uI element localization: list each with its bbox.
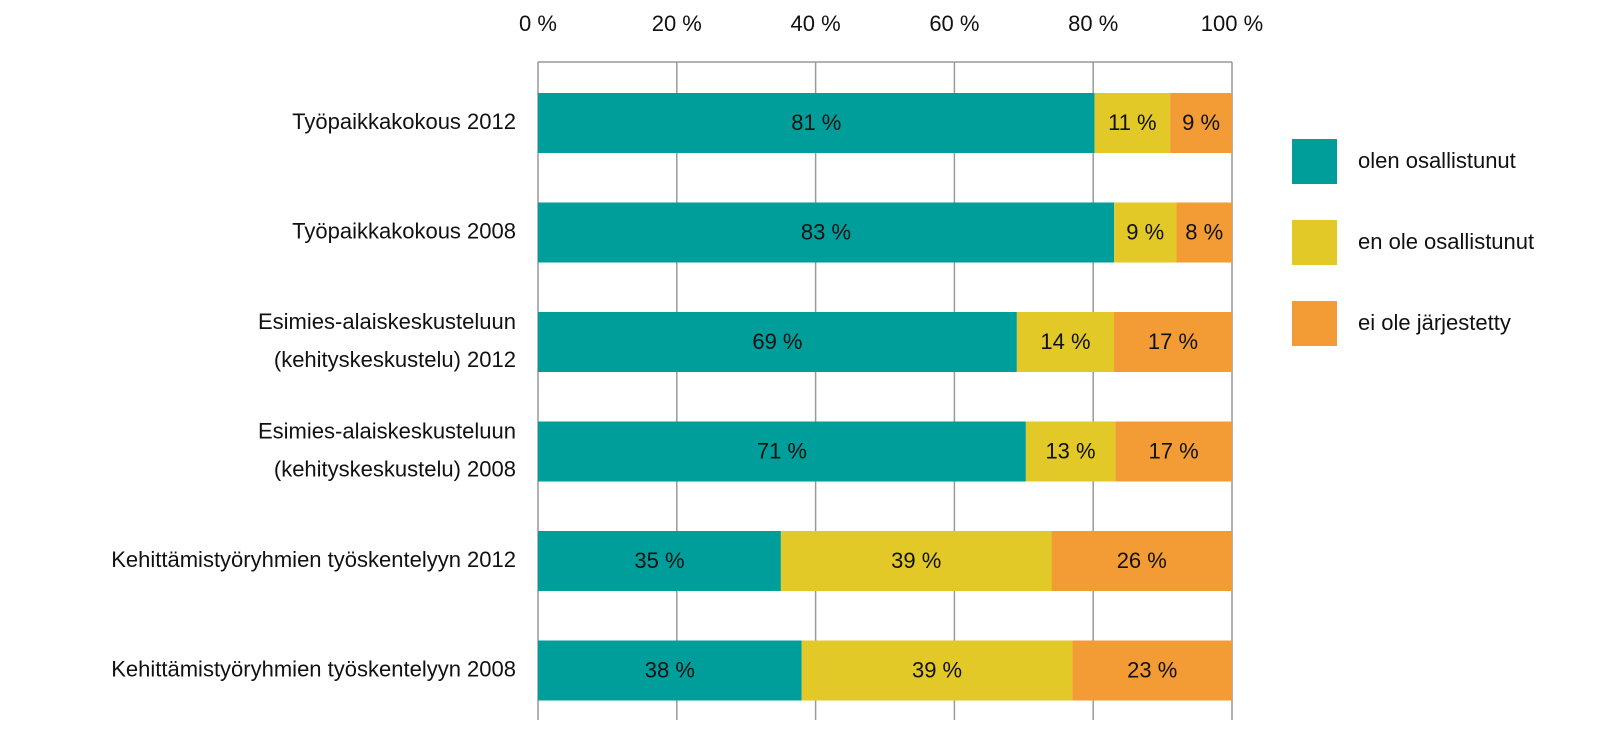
category-label: Esimies-alaiskeskusteluun xyxy=(258,309,516,334)
bar-segment xyxy=(1114,312,1232,372)
bar-segment xyxy=(1094,93,1171,153)
bar-segment xyxy=(801,640,1073,701)
value-label: 35 % xyxy=(634,548,684,573)
bar-segment xyxy=(538,202,1115,263)
category-label: Työpaikkakokous 2012 xyxy=(292,109,516,134)
value-label: 14 % xyxy=(1040,329,1090,354)
x-tick-label: 80 % xyxy=(1068,11,1118,36)
bars xyxy=(538,93,1232,701)
value-label: 39 % xyxy=(912,657,962,682)
x-tick-label: 40 % xyxy=(791,11,841,36)
x-tick-label: 60 % xyxy=(929,11,979,36)
grid xyxy=(537,61,1233,720)
legend-swatch xyxy=(1292,301,1337,346)
category-label: (kehityskeskustelu) 2008 xyxy=(274,456,516,481)
value-label: 13 % xyxy=(1045,438,1095,463)
bar-segment xyxy=(1115,421,1232,482)
value-label: 69 % xyxy=(752,329,802,354)
category-label: (kehityskeskustelu) 2012 xyxy=(274,347,516,372)
bar-segment xyxy=(1176,202,1232,263)
value-label: 9 % xyxy=(1126,219,1164,244)
value-label: 8 % xyxy=(1185,219,1223,244)
bar-segment xyxy=(780,531,1052,591)
category-label: Työpaikkakokous 2008 xyxy=(292,218,516,243)
value-label: 83 % xyxy=(801,219,851,244)
bar-segment xyxy=(538,640,802,701)
value-label: 26 % xyxy=(1117,548,1167,573)
value-label: 11 % xyxy=(1108,110,1157,135)
bar-segment xyxy=(538,531,781,591)
category-label: Esimies-alaiskeskusteluun xyxy=(258,418,516,443)
x-tick-label: 0 % xyxy=(519,11,557,36)
legend-label: en ole osallistunut xyxy=(1358,229,1534,254)
bar-segment xyxy=(1170,93,1232,153)
x-tick-label: 20 % xyxy=(652,11,702,36)
value-label: 81 % xyxy=(791,110,841,135)
value-label: 9 % xyxy=(1182,110,1220,135)
value-label: 17 % xyxy=(1148,329,1198,354)
value-label: 71 % xyxy=(757,438,807,463)
bar-segment xyxy=(538,421,1026,482)
legend-label: ei ole järjestetty xyxy=(1358,310,1511,335)
category-label: Kehittämistyöryhmien työskentelyyn 2008 xyxy=(111,656,516,681)
x-tick-label: 100 % xyxy=(1201,11,1263,36)
value-label: 39 % xyxy=(891,548,941,573)
bar-segment xyxy=(1016,312,1115,372)
labels: 0 % 20 % 40 % 60 % 80 % 100 % 81 % 11 % 9 % Työpa… xyxy=(111,11,1534,683)
bar-segment xyxy=(1072,640,1232,701)
bar-segment xyxy=(1051,531,1232,591)
legend-swatch xyxy=(1292,139,1337,184)
legend-label: olen osallistunut xyxy=(1358,148,1516,173)
bar-segment xyxy=(538,93,1095,153)
value-label: 38 % xyxy=(645,657,695,682)
bar-segment xyxy=(538,312,1017,372)
legend-swatch xyxy=(1292,220,1337,265)
category-label: Kehittämistyöryhmien työskentelyyn 2012 xyxy=(111,547,516,572)
bar-segment xyxy=(1025,421,1116,482)
value-label: 17 % xyxy=(1149,438,1199,463)
value-label: 23 % xyxy=(1127,657,1177,682)
bar-segment xyxy=(1114,202,1177,263)
